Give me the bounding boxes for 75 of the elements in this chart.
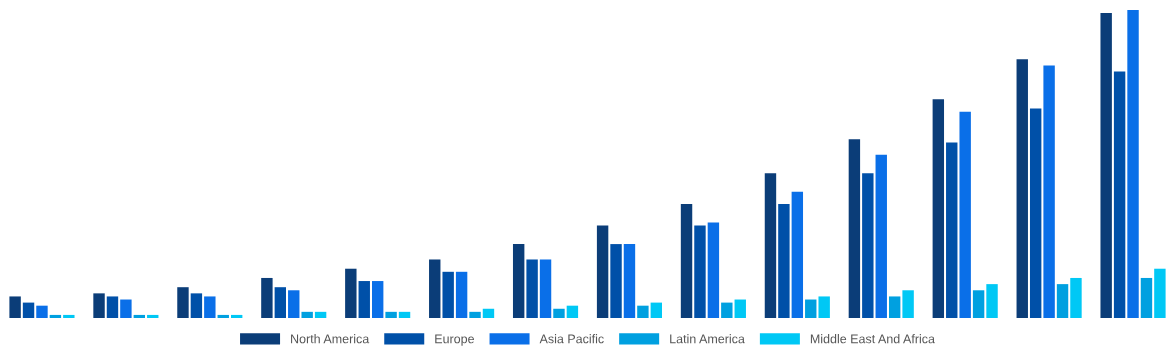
bar xyxy=(791,191,804,318)
bar xyxy=(358,281,370,318)
bar xyxy=(959,111,971,318)
bar xyxy=(1029,108,1042,318)
bar xyxy=(274,287,287,318)
bar xyxy=(147,314,159,318)
bar xyxy=(314,311,327,318)
bar xyxy=(36,305,48,318)
legend-label: Europe xyxy=(435,334,474,346)
bar xyxy=(734,299,746,318)
bar xyxy=(469,311,481,318)
bar xyxy=(778,204,790,318)
bar xyxy=(1056,284,1069,318)
bar xyxy=(1070,277,1082,318)
bar xyxy=(429,259,441,318)
bar xyxy=(1016,59,1028,318)
bar xyxy=(694,225,706,318)
bar xyxy=(707,222,720,318)
bar xyxy=(9,296,21,318)
bar xyxy=(385,311,397,318)
legend-label: Asia Pacific xyxy=(539,334,604,344)
legend-label: North America xyxy=(291,334,370,344)
bar xyxy=(818,296,830,318)
bar xyxy=(680,204,693,318)
bar xyxy=(539,259,552,318)
bar xyxy=(190,293,203,318)
bar xyxy=(1100,13,1112,318)
bar xyxy=(946,142,958,318)
bar xyxy=(1154,268,1166,318)
bar xyxy=(442,271,454,318)
bar xyxy=(623,244,636,318)
bar xyxy=(610,244,622,318)
bar xyxy=(398,311,411,318)
bar xyxy=(204,296,216,318)
legend-label: Latin America xyxy=(670,334,745,344)
bar xyxy=(805,299,817,318)
bar xyxy=(566,305,579,318)
bar xyxy=(862,173,874,318)
bar xyxy=(261,277,273,318)
bar xyxy=(1127,10,1139,318)
bar xyxy=(932,99,945,318)
bar xyxy=(848,139,861,318)
bar xyxy=(133,314,146,318)
bar xyxy=(902,290,914,318)
bar xyxy=(93,293,105,318)
bar xyxy=(512,244,525,318)
bar xyxy=(1113,71,1126,318)
bar xyxy=(526,259,538,318)
bar xyxy=(1140,277,1153,318)
bar xyxy=(22,302,35,318)
bar xyxy=(553,308,565,318)
bar xyxy=(120,299,132,318)
bar xyxy=(875,154,887,318)
bar xyxy=(986,284,998,318)
bar xyxy=(637,305,649,318)
legend-label: Middle East And Africa xyxy=(810,334,935,344)
bar xyxy=(106,296,119,318)
bar xyxy=(1043,65,1055,318)
bar xyxy=(63,314,75,318)
bar xyxy=(371,281,384,318)
bar xyxy=(972,290,985,318)
bar xyxy=(301,311,313,318)
bar xyxy=(888,296,901,318)
bar xyxy=(596,225,609,318)
bar xyxy=(764,173,777,318)
bar xyxy=(345,268,357,318)
bar xyxy=(455,271,468,318)
bar xyxy=(288,290,300,318)
bar xyxy=(49,314,62,318)
bar xyxy=(650,302,663,318)
bar xyxy=(177,287,189,318)
bar xyxy=(721,302,733,318)
bar xyxy=(217,314,229,318)
bar xyxy=(482,308,495,318)
bar xyxy=(230,314,243,318)
